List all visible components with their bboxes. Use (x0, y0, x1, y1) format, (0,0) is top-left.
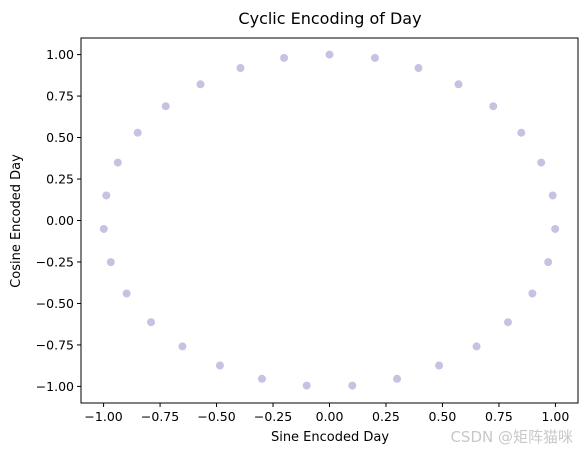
data-point (503, 318, 512, 327)
data-point (102, 191, 111, 200)
data-point (196, 80, 205, 89)
data-point (393, 374, 402, 383)
data-point (325, 50, 334, 59)
data-point (548, 191, 557, 200)
data-point (454, 80, 463, 89)
data-point (113, 158, 122, 167)
chart-title: Cyclic Encoding of Day (238, 9, 421, 28)
x-tick-label: 0.75 (485, 409, 513, 424)
y-tick-label: 1.00 (46, 47, 74, 62)
x-tick-label: 0.00 (316, 409, 344, 424)
y-tick-label: −1.00 (36, 379, 74, 394)
data-point (161, 102, 170, 111)
x-axis-label: Sine Encoded Day (271, 430, 389, 445)
data-point (472, 342, 481, 351)
data-point (147, 318, 156, 327)
plot-area (80, 37, 579, 404)
data-point (215, 361, 224, 370)
y-tick-label: 0.00 (46, 213, 74, 228)
data-point (257, 374, 266, 383)
data-point (236, 64, 245, 73)
data-point (435, 361, 444, 370)
y-axis-label: Cosine Encoded Day (9, 154, 24, 288)
data-point (348, 381, 357, 390)
watermark: CSDN @矩阵猫咪 (450, 428, 573, 446)
data-point (178, 342, 187, 351)
x-tick-label: −0.75 (141, 409, 179, 424)
data-point (414, 64, 423, 73)
data-point (551, 224, 560, 233)
x-tick-label: −0.25 (254, 409, 292, 424)
y-tick-label: 0.25 (46, 172, 74, 187)
data-point (280, 53, 289, 62)
data-point (544, 258, 553, 267)
data-point (133, 128, 142, 137)
data-points (99, 50, 560, 390)
x-tick-label: −0.50 (197, 409, 235, 424)
y-tick-label: −0.50 (36, 296, 74, 311)
x-tick-label: −1.00 (84, 409, 122, 424)
data-point (370, 53, 379, 62)
y-tick-label: 0.75 (46, 89, 74, 104)
data-point (517, 128, 526, 137)
x-tick-label: 0.50 (429, 409, 457, 424)
x-tick-label: 0.25 (372, 409, 400, 424)
data-point (99, 224, 108, 233)
data-point (106, 258, 115, 267)
x-axis-ticks: −1.00 −0.75 −0.50 −0.25 0.00 0.25 0.50 0.75 1.00 (84, 403, 569, 424)
data-point (122, 289, 131, 298)
data-point (528, 289, 537, 298)
data-point (302, 381, 311, 390)
y-axis-ticks: −1.00 −0.75 −0.50 −0.25 0.00 0.25 0.50 0.75 1.00 (36, 47, 81, 394)
data-point (537, 158, 546, 167)
y-tick-label: 0.50 (46, 130, 74, 145)
x-tick-label: 1.00 (541, 409, 569, 424)
y-tick-label: −0.25 (36, 254, 74, 269)
data-point (489, 102, 498, 111)
y-tick-label: −0.75 (36, 337, 74, 352)
